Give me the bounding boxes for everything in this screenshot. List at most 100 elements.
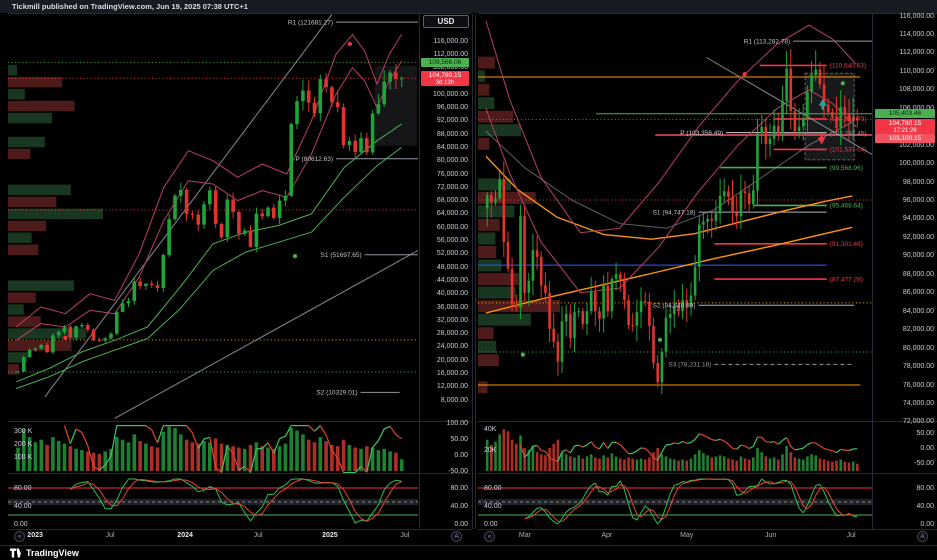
- volume-bar: [173, 427, 177, 471]
- candle-body: [126, 301, 131, 304]
- stoch-axis-label: 80.00: [450, 484, 468, 492]
- time-tick-label: 2023: [27, 532, 43, 539]
- volume-bar: [126, 442, 131, 471]
- volume-osc-line: [226, 445, 234, 455]
- price-axis-right[interactable]: 72,000.00 74,000.00 76,000.00 78,000.00 80,0…: [874, 13, 937, 529]
- candle-body: [831, 111, 834, 117]
- candle-body: [324, 79, 328, 88]
- volume-osc-line: [707, 436, 713, 441]
- price-tick-label: 80,000.00: [436, 157, 468, 165]
- osc-axis-label: 100.00: [446, 419, 468, 427]
- candle-body: [619, 274, 622, 281]
- time-axis-right[interactable]: Mar Apr May Jun Jul « A: [478, 530, 937, 545]
- candle-body: [627, 300, 630, 325]
- osc-axis-label: 50.00: [916, 429, 934, 437]
- stoch-axis-label: 0.00: [454, 520, 468, 528]
- price-tick-label: 110,000.00: [899, 67, 934, 75]
- price-tick-label: 84,000.00: [902, 307, 934, 315]
- volume-osc-line: [232, 453, 240, 471]
- volume-osc-line: [383, 425, 391, 430]
- time-tick-label: 2024: [177, 532, 193, 539]
- candle-body: [39, 344, 44, 349]
- volume-profile-bar: [478, 327, 494, 340]
- volume-osc-line: [727, 443, 733, 449]
- signal-dot: [520, 352, 526, 357]
- volume-osc-line: [93, 466, 100, 471]
- volume-osc-line: [719, 438, 725, 442]
- time-axis-left[interactable]: 2023 Jul 2024 Jul 2025 Jul « A: [8, 530, 471, 545]
- currency-button[interactable]: USD: [423, 15, 469, 28]
- volume-bar: [735, 460, 738, 471]
- tradingview-logo-text[interactable]: TradingView: [26, 548, 79, 558]
- price-tick-label: 28,000.00: [436, 330, 468, 338]
- volume-bar: [196, 443, 200, 471]
- stoch-axis-label: 40.00: [450, 502, 468, 510]
- volume-bar: [312, 442, 317, 471]
- volume-bar: [685, 460, 689, 471]
- trendline[interactable]: [114, 250, 419, 419]
- price-axis-left[interactable]: 8,000.00 12,000.00 16,000.00 20,000.00 24,00…: [420, 14, 471, 529]
- price-level-label: P (103,356.49): [680, 130, 723, 137]
- volume-osc-line: [748, 445, 754, 450]
- volume-profile-bar: [8, 76, 62, 88]
- price-level-label: P (80612.63): [296, 156, 333, 163]
- volume-bar: [272, 448, 276, 471]
- price-tick-label: 108,000.00: [898, 86, 934, 94]
- volume-osc-line: [284, 425, 292, 437]
- time-tick-label: Jul: [105, 532, 115, 539]
- volume-profile-bar: [8, 136, 45, 148]
- indicator-line-sma-slow-orange: [485, 226, 853, 314]
- candle-body: [789, 68, 793, 111]
- volume-bar: [330, 444, 334, 471]
- volume-profile-bar: [8, 100, 75, 112]
- volume-bar: [490, 444, 493, 471]
- volume-bar: [45, 444, 49, 471]
- price-tick-label: 92,000.00: [902, 233, 934, 241]
- volume-osc-line: [765, 441, 771, 443]
- arrow-down-icon: [817, 133, 826, 145]
- volume-osc-line: [81, 432, 89, 447]
- volume-osc-line: [773, 441, 779, 445]
- scroll-left-button[interactable]: «: [14, 531, 25, 542]
- indicator-line-sma-fast-orange: [485, 155, 853, 240]
- indicator-line-upper-band-2: [15, 60, 403, 341]
- candle-body: [22, 357, 26, 372]
- volume-osc-line: [519, 444, 526, 458]
- volume-osc-line: [238, 465, 246, 471]
- volume-osc-line: [267, 442, 275, 454]
- volume-osc-line: [314, 425, 321, 432]
- candle-body: [149, 283, 154, 285]
- price-tick-label: 60,000.00: [436, 223, 468, 231]
- auto-fit-button[interactable]: A: [917, 531, 928, 542]
- volume-bar: [856, 463, 859, 471]
- volume-osc-line: [69, 428, 77, 444]
- scroll-left-button[interactable]: «: [484, 531, 495, 542]
- volume-bar: [698, 450, 701, 471]
- volume-osc-line: [186, 425, 193, 434]
- osc-axis-label: -50.00: [448, 467, 468, 475]
- volume-bar: [86, 451, 90, 471]
- volume-bar: [668, 458, 672, 471]
- volume-bar: [643, 459, 647, 471]
- volume-scale-label: 20K: [484, 446, 497, 454]
- candle-body: [237, 211, 241, 234]
- candle-body: [656, 362, 659, 383]
- volume-bar: [167, 426, 171, 471]
- volume-bar: [585, 456, 589, 471]
- price-badge: 103,100.15: [875, 134, 935, 144]
- volume-profile-bar: [8, 196, 57, 208]
- trendline[interactable]: [706, 57, 873, 155]
- tradingview-logo-icon[interactable]: [10, 548, 22, 558]
- volume-bar: [242, 448, 247, 471]
- candle-body: [643, 301, 647, 303]
- volume-osc-line: [711, 439, 717, 441]
- price-badge-value: 105,403.46: [888, 110, 922, 118]
- volume-bar: [382, 448, 386, 471]
- candle-body: [173, 195, 177, 220]
- auto-fit-button[interactable]: A: [451, 531, 462, 542]
- candle-body: [312, 102, 317, 114]
- volume-osc-line: [732, 447, 737, 450]
- candle-body: [301, 90, 305, 102]
- candle-body: [673, 305, 676, 314]
